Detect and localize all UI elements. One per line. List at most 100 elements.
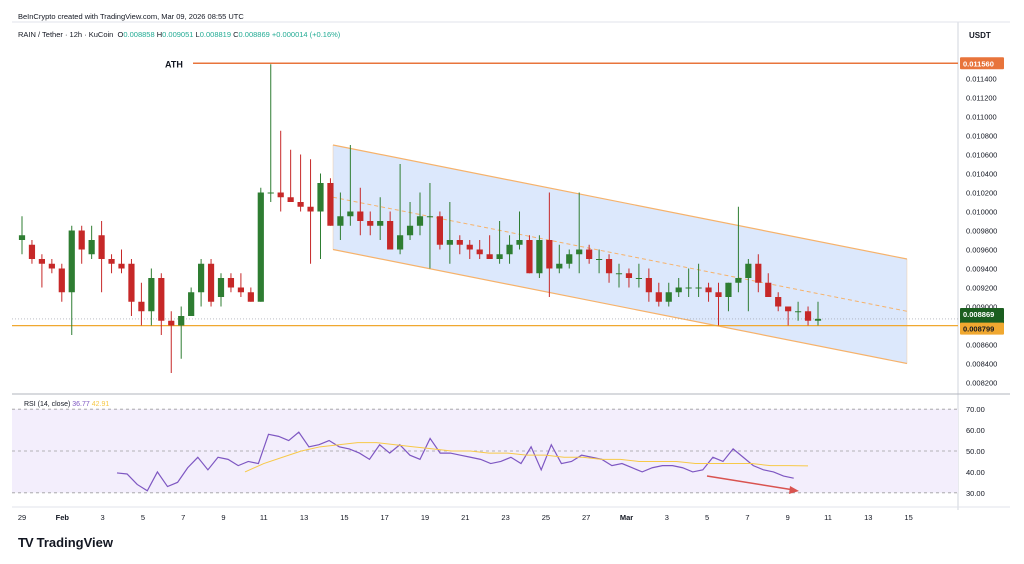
time-tick-label: 17: [381, 513, 389, 522]
candle-body-down: [307, 206, 314, 212]
price-tick-label: 0.009600: [966, 246, 997, 255]
candle-body-up: [426, 216, 434, 218]
candle-body-down: [247, 292, 254, 302]
candle-body-down: [586, 249, 593, 259]
price-tick-label: 0.009000: [966, 303, 997, 312]
time-tick-label: 13: [300, 513, 308, 522]
rsi-tick-label: 70.00: [966, 405, 985, 414]
time-tick-label: 3: [101, 513, 105, 522]
candle-body-up: [397, 235, 404, 250]
rsi-value: 36.77: [72, 401, 90, 408]
candle-body-down: [108, 259, 115, 264]
time-tick-label: 15: [904, 513, 912, 522]
candle-body-up: [745, 263, 752, 278]
candle-body-down: [277, 192, 284, 198]
rsi-ma-line: [244, 442, 809, 473]
tradingview-logo: TV TradingView: [18, 535, 113, 550]
candle-body-up: [814, 318, 822, 321]
candle-body-up: [416, 216, 424, 226]
candle-body-down: [168, 320, 175, 326]
symbol-name: RAIN / Tether · 12h · KuCoin: [18, 30, 114, 39]
candle-body-down: [118, 263, 125, 269]
close-label: C: [233, 30, 239, 39]
price-tick-label: 0.008600: [966, 341, 997, 350]
candle-body-down: [367, 221, 374, 226]
price-tick-label: 0.009400: [966, 265, 997, 274]
candle-body-down: [357, 211, 364, 221]
divergence-arrow-line: [706, 475, 795, 491]
candle-body-down: [526, 240, 533, 274]
candle-body-up: [68, 230, 75, 293]
candle-body-up: [18, 235, 26, 240]
rsi-tick-label: 40.00: [966, 468, 985, 477]
candle-body-down: [755, 263, 762, 283]
time-tick-label: Mar: [620, 513, 633, 522]
price-tick-label: 0.010600: [966, 151, 997, 160]
candle-body-down: [48, 263, 55, 269]
channel-upper-line: [332, 144, 908, 260]
candle-body-down: [38, 259, 45, 264]
time-tick-label: 5: [141, 513, 145, 522]
channel-lower-line: [332, 248, 908, 365]
price-tick-label: 0.008400: [966, 360, 997, 369]
time-tick-label: 7: [745, 513, 749, 522]
candle-body-up: [337, 216, 344, 226]
candle-body-up: [665, 292, 672, 302]
support-price-tag: 0.008799: [963, 325, 994, 334]
candle-body-up: [188, 292, 195, 316]
currency-unit: USDT: [969, 31, 991, 40]
high-label: H: [156, 30, 163, 39]
time-tick-label: 19: [421, 513, 429, 522]
candle-body-down: [28, 244, 36, 259]
price-tick-label: 0.009800: [966, 227, 997, 236]
high-value: 0.009051: [162, 30, 194, 39]
time-tick-label: 15: [340, 513, 348, 522]
time-tick-label: 29: [18, 513, 26, 522]
candle-body-up: [556, 263, 563, 269]
rsi-tick-label: 30.00: [966, 489, 985, 498]
current-price-tag-bg: [960, 307, 1004, 320]
divergence-arrow-head: [789, 486, 799, 494]
candle-body-down: [436, 216, 443, 245]
change-value: +0.000014 (+0.16%): [271, 30, 341, 39]
time-tick-label: Feb: [56, 513, 70, 522]
candle-body-down: [158, 278, 165, 321]
price-tick-label: 0.009200: [966, 284, 997, 293]
rsi-legend: RSI (14, close) 36.77 42.91: [24, 401, 109, 408]
candle-body-up: [317, 183, 324, 212]
ath-label: ATH: [165, 59, 183, 69]
candle-body-up: [267, 192, 274, 194]
candle-body-down: [765, 282, 772, 297]
price-tick-label: 0.010200: [966, 189, 997, 198]
candle-body-down: [546, 240, 553, 269]
candle-body-up: [148, 278, 155, 312]
time-tick-label: 5: [705, 513, 709, 522]
time-tick-label: 7: [181, 513, 185, 522]
rsi-line: [116, 431, 794, 492]
support-price-tag-bg: [960, 322, 1004, 335]
candle-body-up: [685, 287, 692, 289]
candle-body-up: [675, 287, 682, 293]
close-value: 0.008869: [238, 30, 270, 39]
time-tick-label: 11: [260, 513, 268, 522]
candle-body-down: [456, 240, 463, 245]
open-label: O: [117, 30, 124, 39]
candle-body-up: [516, 240, 523, 245]
candle-body-up: [735, 278, 742, 283]
candle-body-down: [486, 254, 493, 259]
time-tick-label: 23: [501, 513, 509, 522]
candle-body-up: [88, 240, 95, 255]
candle-body-down: [98, 235, 105, 259]
candle-body-up: [506, 244, 513, 255]
candle-body-up: [576, 249, 583, 255]
candle-body-up: [795, 311, 802, 313]
candle-body-down: [655, 292, 662, 302]
price-tick-label: 0.011400: [966, 75, 997, 84]
tradingview-icon: TV: [18, 535, 34, 550]
ath-price-tag-bg: [960, 57, 1004, 70]
candle-body-down: [207, 263, 215, 302]
price-tick-label: 0.010800: [966, 132, 997, 141]
candle-body-down: [78, 230, 85, 250]
price-tick-label: 0.010000: [966, 208, 997, 217]
